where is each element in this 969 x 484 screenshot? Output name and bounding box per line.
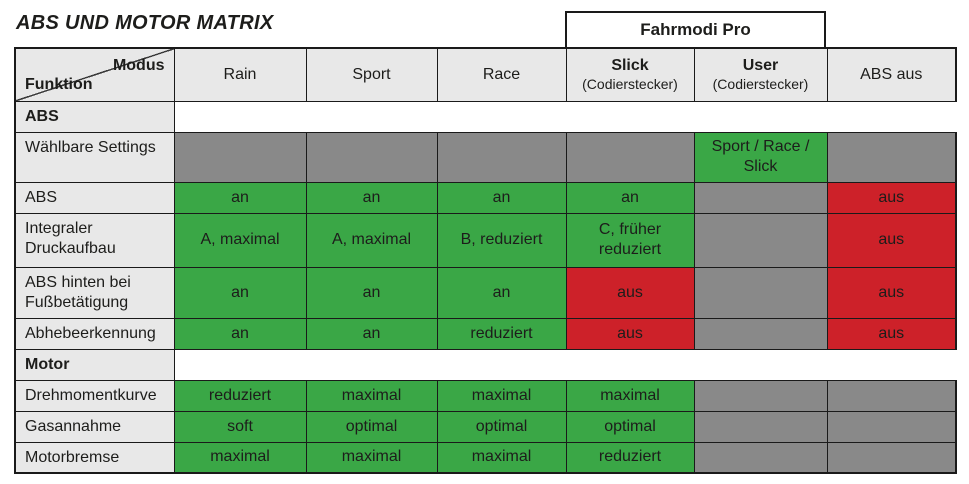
fahrmodi-pro-label: Fahrmodi Pro [640,20,751,39]
column-header-sport: Sport [305,47,438,102]
matrix-cell [305,131,438,183]
table-row: ABS an an an an aus [14,181,957,214]
corner-modus-label: Modus [112,57,165,74]
row-label: Drehmomentkurve [14,379,175,412]
matrix-cell: maximal [305,379,438,412]
column-header-abs-aus: ABS aus [826,47,957,102]
section-row-motor: Motor [14,348,956,381]
row-label: ABS hinten bei Fußbetätigung [14,266,175,319]
table-row: ABS hinten bei Fußbetätigung an an an au… [14,266,957,319]
matrix-cell [826,441,957,474]
table-row: Abhebeerkennung an an reduziert aus aus [14,317,957,350]
matrix-cell: aus [826,266,957,319]
matrix-cell: C, früher reduziert [565,212,695,268]
matrix-cell: reduziert [436,317,567,350]
matrix-cell: reduziert [173,379,307,412]
matrix-cell: optimal [305,410,438,443]
corner-cell: Modus Funktion [14,47,175,102]
matrix-cell: maximal [436,379,567,412]
table-row: Integraler Druckaufbau A, maximal A, max… [14,212,957,268]
matrix-cell [693,441,828,474]
section-label: Motor [14,348,175,381]
column-header-sub: (Codierstecker) [712,76,809,92]
column-header-label: Sport [352,65,391,83]
section-spacer [174,101,956,132]
matrix-cell: aus [826,181,957,214]
matrix-cell [693,212,828,268]
matrix-cell [693,181,828,214]
matrix-cell: aus [565,266,695,319]
row-label: Integraler Druckaufbau [14,212,175,268]
column-header-user: User (Codierstecker) [693,47,828,102]
table-row: Gasannahme soft optimal optimal optimal [14,410,957,443]
corner-funktion-label: Funktion [25,75,93,93]
column-header-slick: Slick (Codierstecker) [565,47,695,102]
matrix-cell: A, maximal [305,212,438,268]
abs-motor-matrix-table: Modus Funktion Rain Sport Race Slick (Co… [14,47,957,474]
matrix-cell: an [173,181,307,214]
matrix-cell: an [565,181,695,214]
matrix-cell: B, reduziert [436,212,567,268]
matrix-cell: maximal [305,441,438,474]
column-header-label: Rain [223,65,257,83]
column-header-sub: (Codierstecker) [582,76,678,92]
matrix-cell: an [305,317,438,350]
table-row: Drehmomentkurve reduziert maximal maxima… [14,379,957,412]
column-header-label: ABS aus [860,65,923,83]
matrix-cell: maximal [173,441,307,474]
matrix-cell: reduziert [565,441,695,474]
table-row: Wählbare Settings Sport / Race / Slick [14,131,957,183]
matrix-cell: maximal [565,379,695,412]
matrix-cell: an [436,266,567,319]
section-spacer [174,349,956,380]
row-label: Abhebeerkennung [14,317,175,350]
column-header-label: User [742,57,779,74]
matrix-cell [173,131,307,183]
matrix-cell: aus [826,317,957,350]
matrix-cell [693,410,828,443]
header-row: Modus Funktion Rain Sport Race Slick (Co… [14,47,957,102]
matrix-cell [565,131,695,183]
matrix-cell [436,131,567,183]
row-label: Wählbare Settings [14,131,175,183]
fahrmodi-pro-banner: Fahrmodi Pro [565,11,826,47]
page-title: ABS UND MOTOR MATRIX [16,12,274,34]
column-header-label: Slick [611,57,649,74]
table-row: Motorbremse maximal maximal maximal redu… [14,441,957,474]
matrix-cell [826,379,957,412]
matrix-cell [826,131,957,183]
matrix-cell [826,410,957,443]
matrix-cell: aus [565,317,695,350]
matrix-cell [693,317,828,350]
matrix-cell: maximal [436,441,567,474]
column-header-rain: Rain [173,47,307,102]
matrix-cell: optimal [436,410,567,443]
matrix-cell: an [305,181,438,214]
matrix-cell: A, maximal [173,212,307,268]
matrix-cell [693,379,828,412]
matrix-cell: an [436,181,567,214]
matrix-cell [693,266,828,319]
row-label: Gasannahme [14,410,175,443]
matrix-cell: an [305,266,438,319]
section-label: ABS [14,100,175,133]
matrix-cell: aus [826,212,957,268]
matrix-cell: Sport / Race / Slick [693,131,828,183]
matrix-cell: an [173,317,307,350]
matrix-cell: soft [173,410,307,443]
column-header-label: Race [482,65,521,83]
column-header-race: Race [436,47,567,102]
row-label: Motorbremse [14,441,175,474]
matrix-cell: an [173,266,307,319]
row-label: ABS [14,181,175,214]
section-row-abs: ABS [14,100,956,133]
matrix-cell: optimal [565,410,695,443]
